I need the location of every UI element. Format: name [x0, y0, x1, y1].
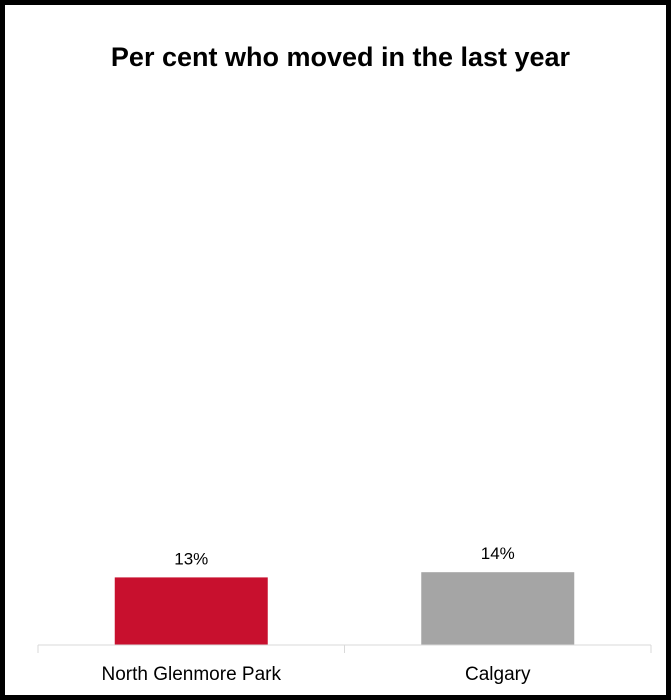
x-tick-label: Calgary [465, 664, 531, 685]
data-label: 13% [174, 549, 208, 568]
x-tick-label: North Glenmore Park [101, 664, 281, 685]
data-label: 14% [481, 544, 515, 563]
chart-title: Per cent who moved in the last year [110, 42, 571, 72]
bar [114, 577, 268, 645]
labels-layer: 13% North Glenmore Park 14% Calgary [101, 544, 530, 685]
x-axis [37, 644, 652, 653]
bars-layer [114, 572, 575, 645]
bar [421, 572, 575, 645]
